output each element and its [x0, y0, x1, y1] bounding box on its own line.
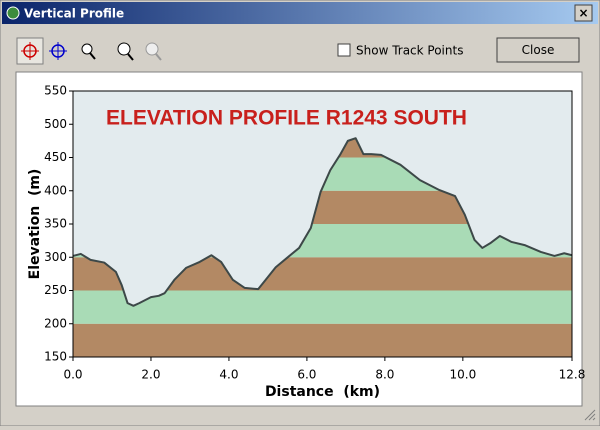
close-button[interactable]: [496, 37, 580, 63]
x-tick-label: 0.0: [63, 368, 82, 382]
checkbox[interactable]: [337, 43, 351, 57]
y-tick-label: 300: [44, 250, 67, 264]
toolbar: [16, 37, 166, 65]
tool-icon: [117, 42, 131, 56]
y-tick-label: 200: [44, 316, 67, 330]
y-tick-label: 500: [44, 117, 67, 131]
tool-icon: [155, 53, 162, 61]
tool-icon: [89, 52, 96, 60]
elevation-band: [73, 323, 572, 357]
x-axis-label: Distance (km): [265, 384, 380, 400]
close-x-glyph: ×: [578, 6, 588, 20]
title-bar: [2, 2, 598, 24]
y-axis-label: Elevation (m): [27, 169, 43, 280]
y-tick-label: 150: [44, 350, 67, 364]
resize-grip: [584, 409, 596, 421]
checkbox-label: Show Track Points: [356, 44, 463, 58]
x-tick-label: 12.8: [559, 368, 586, 382]
x-tick-label: 6.0: [297, 368, 316, 382]
close-button-label: Close: [522, 43, 555, 57]
window-title: Vertical Profile: [24, 7, 124, 21]
y-tick-label: 350: [44, 217, 67, 231]
x-tick-label: 10.0: [449, 368, 476, 382]
y-tick-label: 550: [44, 84, 67, 98]
tool-icon: [145, 42, 159, 56]
tool-icon: [127, 53, 134, 61]
x-tick-label: 4.0: [219, 368, 238, 382]
tool-icon: [81, 43, 93, 55]
y-tick-label: 250: [44, 283, 67, 297]
x-tick-label: 8.0: [375, 368, 394, 382]
close-x[interactable]: [574, 4, 593, 22]
app-icon: [6, 6, 20, 20]
x-tick-label: 2.0: [141, 368, 160, 382]
profile-line: [72, 137, 573, 307]
y-tick-label: 450: [44, 150, 67, 164]
chart-title: ELEVATION PROFILE R1243 SOUTH: [106, 107, 467, 130]
y-tick-label: 400: [44, 183, 67, 197]
